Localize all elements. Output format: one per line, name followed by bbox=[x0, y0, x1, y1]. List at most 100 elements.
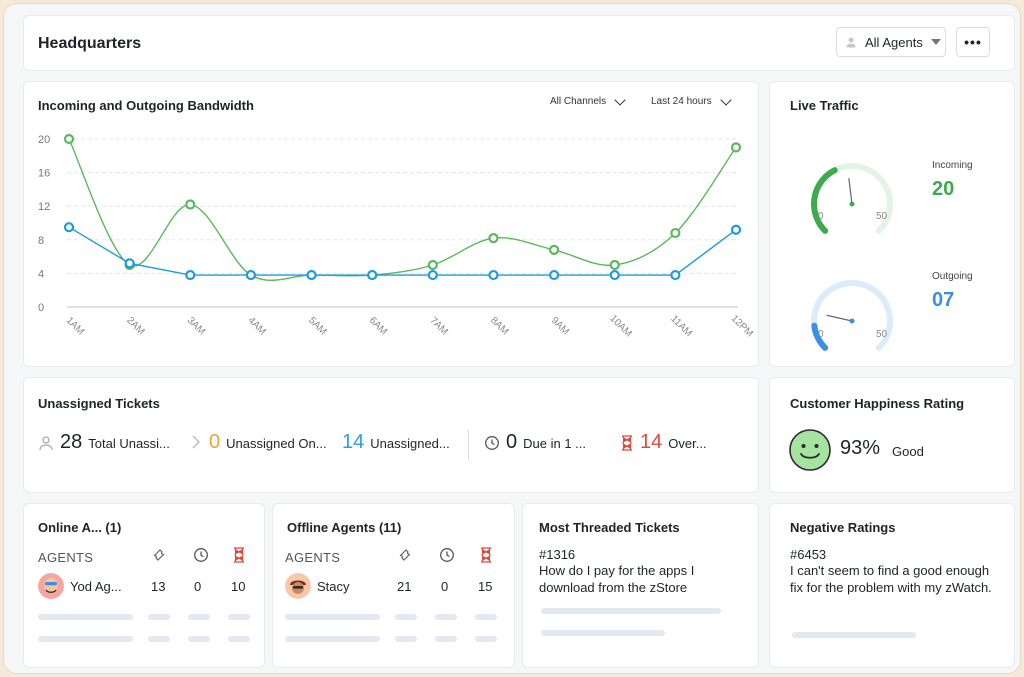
time-filter-dropdown[interactable]: Last 24 hours bbox=[651, 93, 732, 107]
dashboard-frame: Headquarters All Agents ••• Incoming and… bbox=[3, 3, 1021, 674]
outgoing-gauge-hub bbox=[849, 318, 855, 324]
series-2-point bbox=[306, 269, 317, 281]
user-icon bbox=[846, 37, 856, 48]
overdue-stat[interactable]: 14 Over... bbox=[620, 431, 707, 454]
placeholder-bar bbox=[475, 636, 497, 642]
overdue-label: Over... bbox=[668, 436, 707, 451]
placeholder-bar bbox=[541, 630, 665, 636]
series-2-point bbox=[185, 269, 196, 281]
offline-agents-card: Offline Agents (11) AGENTS Stacy 21 0 15 bbox=[272, 503, 515, 668]
customer-happiness-card: Customer Happiness Rating 93% Good bbox=[769, 377, 1015, 493]
incoming-label: Incoming bbox=[932, 160, 973, 171]
incoming-gauge-fill bbox=[811, 167, 838, 234]
bandwidth-title: Incoming and Outgoing Bandwidth bbox=[38, 98, 254, 113]
total-unassigned-count: 28 bbox=[60, 431, 83, 453]
series-2-point bbox=[548, 269, 560, 281]
online-agents-card: Online A... (1) AGENTS Yod Ag... 13 0 10 bbox=[23, 503, 265, 668]
incoming-value: 20 bbox=[932, 178, 955, 200]
series-1-point bbox=[609, 259, 620, 271]
placeholder-bar bbox=[38, 636, 133, 642]
x-tick-label: 9AM bbox=[549, 315, 571, 337]
placeholder-bar bbox=[475, 614, 497, 620]
total-unassigned-label: Total Unassi... bbox=[88, 436, 170, 451]
unassigned-online-count: 0 bbox=[209, 431, 221, 453]
y-tick-label: 4 bbox=[38, 268, 44, 280]
series-2-point bbox=[670, 269, 681, 281]
x-tick-label: 5AM bbox=[306, 315, 328, 337]
happiness-title: Customer Happiness Rating bbox=[790, 396, 965, 411]
x-tick-label: 12PM bbox=[729, 313, 755, 339]
x-tick-label: 11AM bbox=[668, 313, 694, 339]
agents-filter-dropdown[interactable]: All Agents bbox=[836, 27, 946, 57]
rating-comment[interactable]: I can't seem to find a good enough fix f… bbox=[790, 563, 992, 595]
online-agents-title: Online A... (1) bbox=[38, 520, 122, 535]
total-unassigned-stat[interactable]: 28 Total Unassi... bbox=[38, 431, 170, 454]
agent-overdue-count: 15 bbox=[478, 579, 493, 594]
outgoing-gauge-min: 0 bbox=[818, 329, 824, 340]
agent-ticket-count: 21 bbox=[397, 579, 412, 594]
ticket-icon bbox=[399, 549, 411, 561]
user-icon bbox=[39, 435, 53, 450]
series-2-point bbox=[124, 258, 135, 269]
rating-ticket-id[interactable]: #6453 bbox=[790, 547, 827, 562]
page-title: Headquarters bbox=[38, 35, 142, 52]
outgoing-label: Outgoing bbox=[932, 271, 973, 282]
series-2-point bbox=[488, 269, 499, 281]
outgoing-gauge-max: 50 bbox=[876, 329, 888, 340]
avatar bbox=[285, 573, 311, 599]
most-threaded-tickets-card: Most Threaded Tickets #1316 How do I pay… bbox=[522, 503, 759, 668]
avatar bbox=[38, 573, 64, 599]
placeholder-bar bbox=[541, 608, 721, 614]
agent-ticket-count: 13 bbox=[151, 579, 166, 594]
bandwidth-line-chart: 0 4 8 12 16 20 1AM 2AM 3AM 4AM 5AM 6AM 7AM 8AM 9AM 10AM… bbox=[38, 133, 755, 339]
series-1-point bbox=[488, 233, 499, 244]
unassigned-online-stat[interactable]: 0 Unassigned On... bbox=[209, 431, 327, 454]
agent-name[interactable]: Yod Ag... bbox=[70, 579, 122, 594]
x-tick-label: 4AM bbox=[246, 315, 268, 337]
threaded-title: Most Threaded Tickets bbox=[539, 520, 680, 535]
series-1-point bbox=[185, 199, 196, 210]
unassigned-offline-stat[interactable]: 14 Unassigned... bbox=[342, 431, 450, 454]
placeholder-bar bbox=[435, 636, 457, 642]
overdue-count: 14 bbox=[640, 431, 663, 453]
clock-icon bbox=[194, 548, 208, 562]
x-tick-label: 2AM bbox=[124, 315, 146, 337]
series-2-point bbox=[730, 224, 742, 235]
page-header: Headquarters All Agents ••• bbox=[23, 15, 1015, 71]
placeholder-bar bbox=[148, 636, 170, 642]
due-soon-label: Due in 1 ... bbox=[523, 436, 586, 451]
ticket-subject[interactable]: How do I pay for the apps I download fro… bbox=[539, 563, 695, 595]
x-tick-label: 1AM bbox=[64, 315, 86, 337]
x-tick-label: 10AM bbox=[607, 313, 633, 339]
time-filter-label: Last 24 hours bbox=[651, 96, 712, 107]
due-soon-stat[interactable]: 0 Due in 1 ... bbox=[484, 431, 586, 454]
series-1-point bbox=[670, 227, 681, 239]
placeholder-bar bbox=[228, 614, 250, 620]
incoming-gauge-hub bbox=[849, 201, 855, 207]
series-2-point bbox=[609, 269, 620, 281]
agent-name[interactable]: Stacy bbox=[317, 579, 350, 594]
placeholder-bar bbox=[395, 614, 417, 620]
placeholder-bar bbox=[148, 614, 170, 620]
placeholder-bar bbox=[228, 636, 250, 642]
placeholder-bar bbox=[395, 636, 417, 642]
hourglass-icon bbox=[234, 547, 244, 563]
ticket-icon bbox=[153, 549, 165, 561]
placeholder-bar bbox=[285, 636, 380, 642]
live-traffic-card: Live Traffic 0 50 Incoming 20 0 50 Outgo… bbox=[769, 81, 1015, 367]
placeholder-bar bbox=[188, 614, 210, 620]
due-soon-count: 0 bbox=[506, 431, 518, 453]
series-1-point bbox=[427, 259, 438, 271]
outgoing-gauge-needle bbox=[826, 314, 853, 322]
unassigned-offline-count: 14 bbox=[342, 431, 365, 453]
x-tick-label: 8AM bbox=[488, 315, 510, 337]
incoming-gauge-max: 50 bbox=[876, 211, 888, 222]
ticket-id[interactable]: #1316 bbox=[539, 547, 576, 562]
more-options-button[interactable]: ••• bbox=[956, 27, 990, 57]
live-traffic-title: Live Traffic bbox=[790, 98, 859, 113]
channel-filter-dropdown[interactable]: All Channels bbox=[550, 93, 626, 107]
chevron-right-icon bbox=[192, 435, 200, 449]
series-2-point bbox=[367, 269, 378, 281]
agents-filter-label: All Agents bbox=[865, 34, 923, 50]
y-tick-label: 12 bbox=[38, 201, 50, 213]
